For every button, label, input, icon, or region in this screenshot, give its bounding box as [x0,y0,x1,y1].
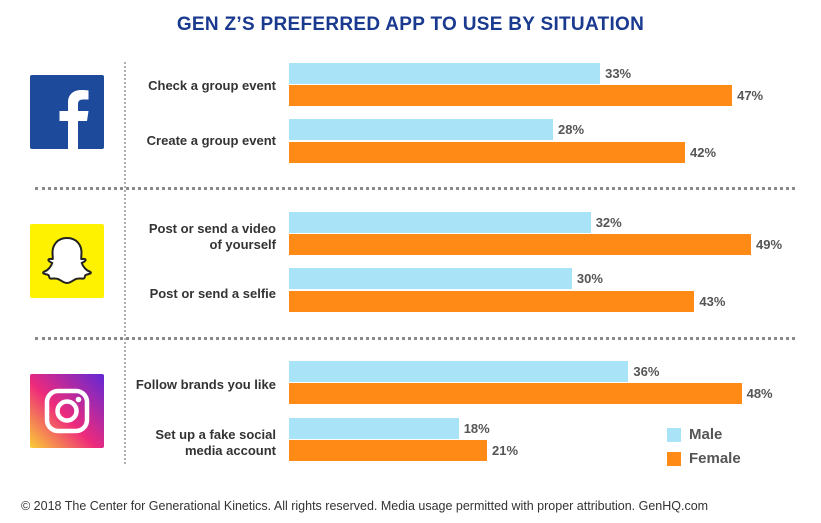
legend-label-male: Male [689,426,723,443]
data-label-male: 33% [605,66,632,81]
bar-female [289,383,742,404]
category-label: Follow brands you like [135,377,276,392]
vertical-divider [124,62,126,464]
data-label-male: 28% [558,122,585,137]
category-label: Post or send a video of yourself [148,221,276,252]
bar-male [289,119,553,140]
bar-female [289,440,487,461]
bar-female [289,85,733,106]
category-label: Check a group event [148,78,276,93]
bar-male [289,63,601,84]
legend-swatch-male [667,428,681,442]
data-label-female: 42% [690,145,717,160]
data-label-female: 47% [737,88,764,103]
category-label: Set up a fake social media account [155,427,276,458]
data-label-male: 30% [576,271,603,286]
category-label: Post or send a selfie [149,286,276,301]
data-label-female: 49% [756,237,783,252]
chart-title: GEN Z’S PREFERRED APP TO USE BY SITUATIO… [176,14,645,35]
category-label: Create a group event [146,133,276,148]
bar-female [289,291,695,312]
bar-female [289,234,751,255]
bar-female [289,142,685,163]
bar-male [289,268,572,289]
group-divider [35,187,795,190]
legend-swatch-female [667,452,681,466]
data-label-male: 18% [463,421,490,436]
bar-male [289,418,459,439]
group-divider [35,337,795,340]
data-label-female: 43% [699,294,726,309]
facebook-icon [30,75,104,149]
copyright-footer: © 2018 The Center for Generational Kinet… [21,499,709,513]
bar-male [289,361,629,382]
legend-label-female: Female [689,450,741,467]
data-label-male: 32% [595,215,622,230]
data-label-male: 36% [633,364,660,379]
bar-male [289,212,591,233]
data-label-female: 48% [746,386,773,401]
data-label-female: 21% [492,443,519,458]
instagram-icon [30,374,104,448]
snapchat-icon [30,224,104,298]
